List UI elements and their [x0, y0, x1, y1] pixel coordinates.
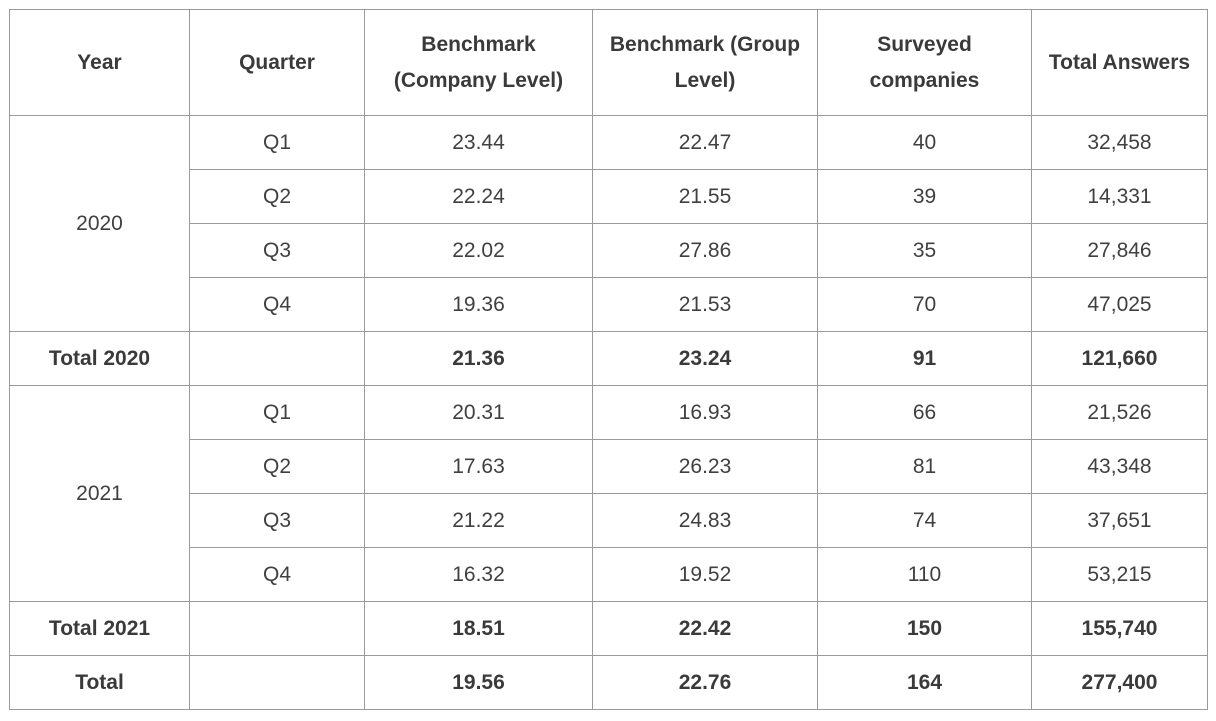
total-row-2020: Total 2020 21.36 23.24 91 121,660 [9, 331, 1208, 386]
table-container: Year Quarter Benchmark (Company Level) B… [9, 9, 1208, 710]
benchmark-company-cell: 19.36 [364, 277, 593, 332]
quarter-cell: Q4 [189, 277, 365, 332]
total-row-2021: Total 2021 18.51 22.42 150 155,740 [9, 601, 1208, 656]
quarter-cell: Q1 [189, 115, 365, 170]
quarter-cell: Q1 [189, 385, 365, 440]
header-row: Year Quarter Benchmark (Company Level) B… [9, 9, 1208, 116]
benchmark-company-cell: 22.02 [364, 223, 593, 278]
quarter-cell: Q4 [189, 547, 365, 602]
benchmark-company-cell: 23.44 [364, 115, 593, 170]
answers-cell: 27,846 [1031, 223, 1208, 278]
benchmark-group-cell: 24.83 [592, 493, 818, 548]
benchmark-group-cell: 22.42 [592, 601, 818, 656]
header-surveyed-companies: Surveyed companies [817, 9, 1032, 116]
benchmark-company-cell: 18.51 [364, 601, 593, 656]
benchmark-company-cell: 21.36 [364, 331, 593, 386]
grand-total-row: Total 19.56 22.76 164 277,400 [9, 655, 1208, 710]
quarter-cell [189, 331, 365, 386]
benchmark-company-cell: 20.31 [364, 385, 593, 440]
total-label: Total [9, 655, 190, 710]
benchmark-table: Year Quarter Benchmark (Company Level) B… [9, 9, 1208, 710]
answers-cell: 21,526 [1031, 385, 1208, 440]
surveyed-cell: 35 [817, 223, 1032, 278]
header-benchmark-company: Benchmark (Company Level) [364, 9, 593, 116]
benchmark-group-cell: 16.93 [592, 385, 818, 440]
benchmark-group-cell: 22.76 [592, 655, 818, 710]
answers-cell: 155,740 [1031, 601, 1208, 656]
benchmark-group-cell: 27.86 [592, 223, 818, 278]
benchmark-group-cell: 26.23 [592, 439, 818, 494]
header-benchmark-group: Benchmark (Group Level) [592, 9, 818, 116]
benchmark-group-cell: 23.24 [592, 331, 818, 386]
table-row: 2021 Q1 20.31 16.93 66 21,526 [9, 385, 1208, 602]
answers-cell: 121,660 [1031, 331, 1208, 386]
answers-cell: 37,651 [1031, 493, 1208, 548]
header-quarter: Quarter [189, 9, 365, 116]
answers-cell: 53,215 [1031, 547, 1208, 602]
surveyed-cell: 81 [817, 439, 1032, 494]
answers-cell: 32,458 [1031, 115, 1208, 170]
header-total-answers: Total Answers [1031, 9, 1208, 116]
table-row: Q3 22.02 27.86 35 27,846 [10, 223, 1208, 278]
surveyed-cell: 40 [817, 115, 1032, 170]
total-label: Total 2021 [9, 601, 190, 656]
year-cell: 2020 [9, 115, 190, 332]
table-row: Q4 16.32 19.52 110 53,215 [10, 547, 1208, 602]
table-row: Q3 21.22 24.83 74 37,651 [10, 493, 1208, 548]
surveyed-cell: 164 [817, 655, 1032, 710]
surveyed-cell: 66 [817, 385, 1032, 440]
total-label: Total 2020 [9, 331, 190, 386]
quarter-cell: Q2 [189, 169, 365, 224]
benchmark-company-cell: 16.32 [364, 547, 593, 602]
surveyed-cell: 110 [817, 547, 1032, 602]
quarter-cell: Q3 [189, 223, 365, 278]
answers-cell: 14,331 [1031, 169, 1208, 224]
benchmark-company-cell: 21.22 [364, 493, 593, 548]
table-row: 2020 Q1 23.44 22.47 40 32,458 [9, 115, 1208, 332]
benchmark-group-cell: 21.53 [592, 277, 818, 332]
surveyed-cell: 70 [817, 277, 1032, 332]
surveyed-cell: 91 [817, 331, 1032, 386]
quarter-cell: Q2 [189, 439, 365, 494]
surveyed-cell: 39 [817, 169, 1032, 224]
table-row: Q2 22.24 21.55 39 14,331 [10, 169, 1208, 224]
benchmark-company-cell: 17.63 [364, 439, 593, 494]
answers-cell: 277,400 [1031, 655, 1208, 710]
benchmark-group-cell: 19.52 [592, 547, 818, 602]
quarter-cell [189, 655, 365, 710]
benchmark-group-cell: 21.55 [592, 169, 818, 224]
header-year: Year [9, 9, 190, 116]
quarter-cell [189, 601, 365, 656]
answers-cell: 47,025 [1031, 277, 1208, 332]
surveyed-cell: 150 [817, 601, 1032, 656]
benchmark-group-cell: 22.47 [592, 115, 818, 170]
surveyed-cell: 74 [817, 493, 1032, 548]
answers-cell: 43,348 [1031, 439, 1208, 494]
benchmark-company-cell: 19.56 [364, 655, 593, 710]
benchmark-company-cell: 22.24 [364, 169, 593, 224]
table-row: Q4 19.36 21.53 70 47,025 [10, 277, 1208, 332]
table-row: Q2 17.63 26.23 81 43,348 [10, 439, 1208, 494]
quarter-cell: Q3 [189, 493, 365, 548]
year-cell: 2021 [9, 385, 190, 602]
